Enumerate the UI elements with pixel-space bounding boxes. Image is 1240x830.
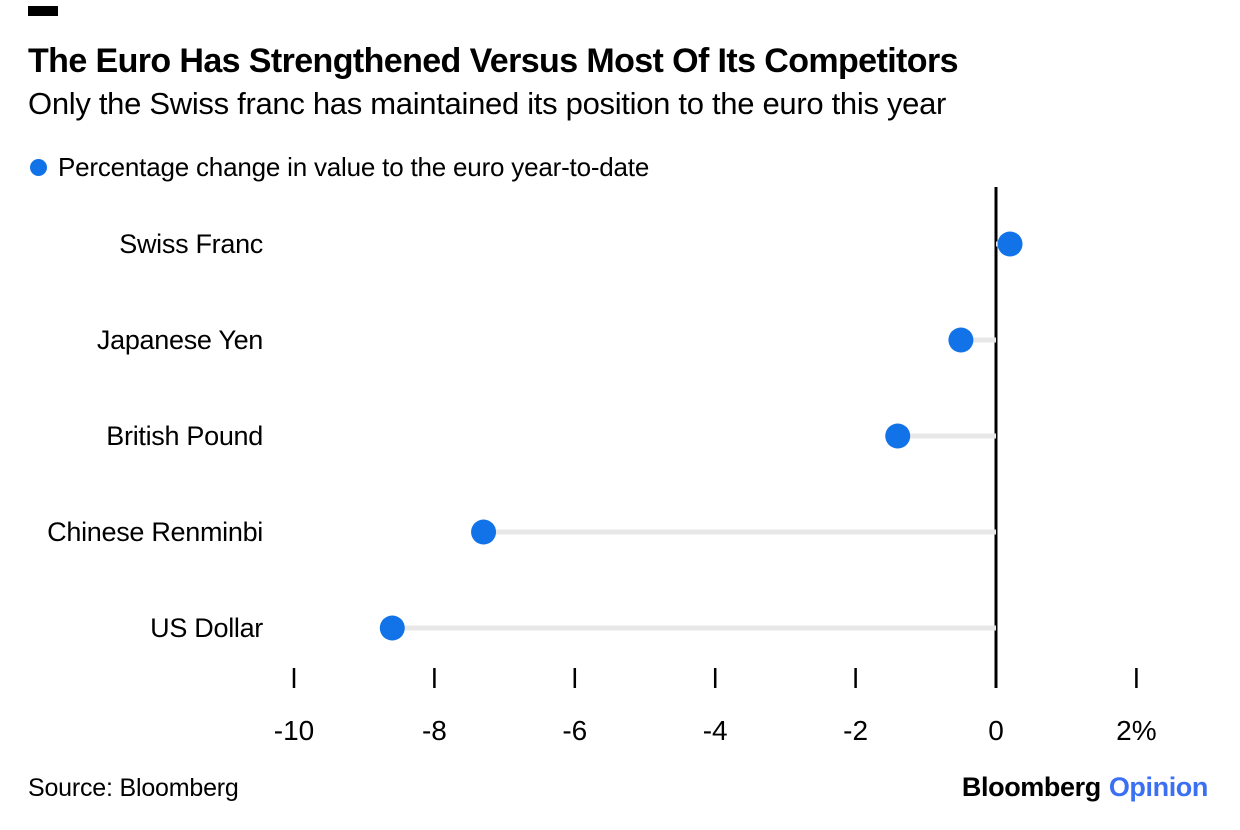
data-dot bbox=[471, 519, 497, 545]
category-label: Chinese Renminbi bbox=[47, 517, 263, 547]
data-dot bbox=[379, 615, 405, 641]
chart-subtitle: Only the Swiss franc has maintained its … bbox=[28, 86, 947, 121]
brand-logo: Bloomberg Opinion bbox=[962, 772, 1208, 803]
brand-opinion: Opinion bbox=[1108, 772, 1209, 802]
tick-label: 2% bbox=[1116, 715, 1156, 746]
data-dot bbox=[997, 231, 1023, 257]
source-note: Source: Bloomberg bbox=[28, 774, 239, 802]
tick-label: 0 bbox=[988, 715, 1004, 746]
tick-label: -4 bbox=[703, 715, 728, 746]
tick-label: -10 bbox=[274, 715, 314, 746]
topper-bar bbox=[28, 6, 58, 16]
tick-label: -6 bbox=[562, 715, 587, 746]
legend-label: Percentage change in value to the euro y… bbox=[58, 152, 650, 182]
legend-dot-icon bbox=[30, 159, 47, 176]
category-label: US Dollar bbox=[150, 613, 263, 643]
brand-bloomberg: Bloomberg bbox=[961, 772, 1101, 802]
data-dot bbox=[885, 423, 911, 449]
category-label: British Pound bbox=[106, 421, 263, 451]
legend: Percentage change in value to the euro y… bbox=[30, 152, 649, 183]
data-dot bbox=[948, 327, 974, 353]
tick-label: -2 bbox=[843, 715, 868, 746]
chart-title: The Euro Has Strengthened Versus Most Of… bbox=[28, 42, 958, 80]
tick-label: -8 bbox=[422, 715, 447, 746]
category-label: Swiss Franc bbox=[119, 229, 263, 259]
category-label: Japanese Yen bbox=[97, 325, 263, 355]
